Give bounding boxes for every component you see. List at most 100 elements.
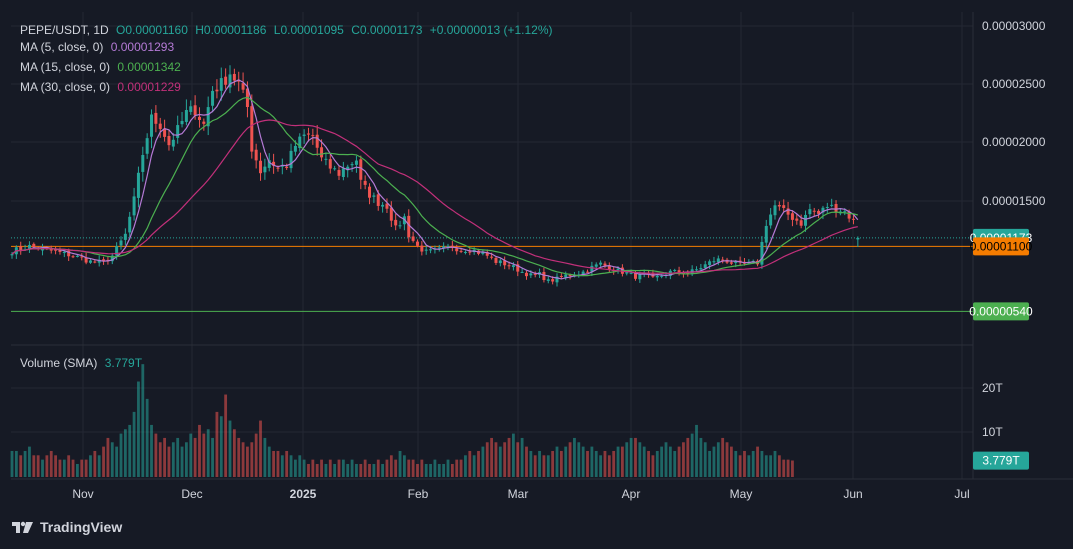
candle [603, 261, 607, 269]
candle [163, 119, 167, 142]
price-badge: 0.00001100 [970, 237, 1033, 256]
price-axis[interactable]: 0.00003000 0.00002500 0.00002000 0.00001500 [982, 19, 1046, 208]
candle-body [346, 166, 350, 171]
candle [289, 143, 293, 173]
candle-body [616, 268, 620, 271]
candle-body [568, 274, 572, 276]
candle-body [716, 258, 720, 263]
candle [224, 68, 228, 89]
candle-body [812, 210, 816, 212]
candle [520, 268, 524, 273]
volume-axis[interactable]: 20T 10T [982, 381, 1003, 439]
candle-body [32, 243, 36, 248]
volume-bar [307, 463, 310, 477]
volume-bar [590, 446, 594, 477]
candle-body [790, 213, 794, 220]
moving-average-lines [11, 79, 859, 280]
candle-body [154, 112, 158, 124]
volume-bar [10, 450, 14, 477]
candle-body [468, 251, 472, 253]
volume-bar [525, 446, 528, 477]
volume-bar [573, 437, 576, 477]
volume-bar [712, 446, 716, 477]
volume-bar [97, 455, 101, 477]
time-axis[interactable]: Nov Dec 2025 Feb Mar Apr May Jun Jul [72, 487, 969, 501]
ma30-legend[interactable]: MA (30, close, 0) 0.00001229 [20, 77, 185, 97]
candle [760, 236, 764, 269]
candle-body [197, 116, 201, 120]
candle-body [219, 78, 223, 91]
volume-bar [14, 450, 18, 477]
candle-body [372, 195, 376, 197]
candle-body [843, 211, 847, 213]
candle-body [721, 259, 725, 261]
candle-body [799, 220, 803, 226]
volume-bar [219, 416, 223, 477]
candle [254, 143, 258, 169]
candle-body [424, 249, 428, 251]
volume-bar [485, 442, 489, 477]
candle [337, 165, 341, 181]
candle-body [817, 210, 821, 214]
volume-bar [302, 459, 306, 477]
volume-bar [355, 463, 358, 477]
candle-body [58, 250, 62, 252]
candle-body [437, 247, 441, 249]
candle-body [211, 90, 215, 106]
candle-body [263, 166, 267, 173]
candle-body [594, 264, 598, 267]
price-tick-label: 0.00003000 [982, 19, 1046, 33]
candle [695, 266, 699, 272]
volume-bar [328, 459, 332, 477]
volume-bar [638, 442, 642, 477]
candle-body [546, 279, 550, 281]
ma5-legend[interactable]: MA (5, close, 0) 0.00001293 [20, 37, 178, 57]
candle [250, 94, 254, 159]
tradingview-logo[interactable]: TradingView [12, 519, 122, 535]
volume-bar [734, 450, 738, 477]
candle-body [490, 256, 494, 258]
volume-bar [311, 459, 315, 477]
candle [389, 201, 393, 227]
volume-bar [655, 450, 659, 477]
low-value: L0.00001095 [273, 23, 344, 37]
volume-bar [254, 433, 258, 477]
candle-body [586, 271, 590, 273]
candle-body [254, 149, 258, 161]
volume-bar [324, 463, 328, 477]
candle [804, 210, 808, 232]
volume-bar [686, 437, 690, 477]
candle-body [267, 160, 271, 168]
candle [145, 133, 149, 159]
candle [533, 271, 537, 278]
candle-body [354, 160, 358, 165]
volume-bar [315, 463, 319, 477]
volume-bar [599, 455, 602, 477]
candle [202, 118, 206, 131]
ma15-legend[interactable]: MA (15, close, 0) 0.00001342 [20, 57, 185, 77]
candle-body [625, 272, 629, 274]
volume-tick-label: 10T [982, 425, 1003, 439]
candle-body [237, 79, 241, 82]
volume-bar [350, 459, 354, 477]
price-badge-box [973, 237, 1029, 256]
candle-body [171, 139, 175, 147]
volume-bar [564, 446, 568, 477]
candle [176, 115, 180, 144]
candle-body [429, 249, 433, 251]
candle-body [71, 256, 75, 258]
candle-body [163, 128, 167, 137]
volume-legend[interactable]: Volume (SMA) 3.779T [20, 353, 146, 373]
candle [311, 128, 315, 145]
volume-bar [673, 450, 677, 477]
candle-body [442, 246, 446, 249]
volume-bar [359, 463, 363, 477]
candle [799, 214, 803, 229]
symbol-label[interactable]: PEPE/USDT, 1D [20, 23, 109, 37]
volume-bar [647, 450, 650, 477]
candle-body [202, 121, 206, 124]
volume-bar [751, 450, 755, 477]
volume-bar [677, 446, 681, 477]
candle-body [184, 110, 188, 122]
